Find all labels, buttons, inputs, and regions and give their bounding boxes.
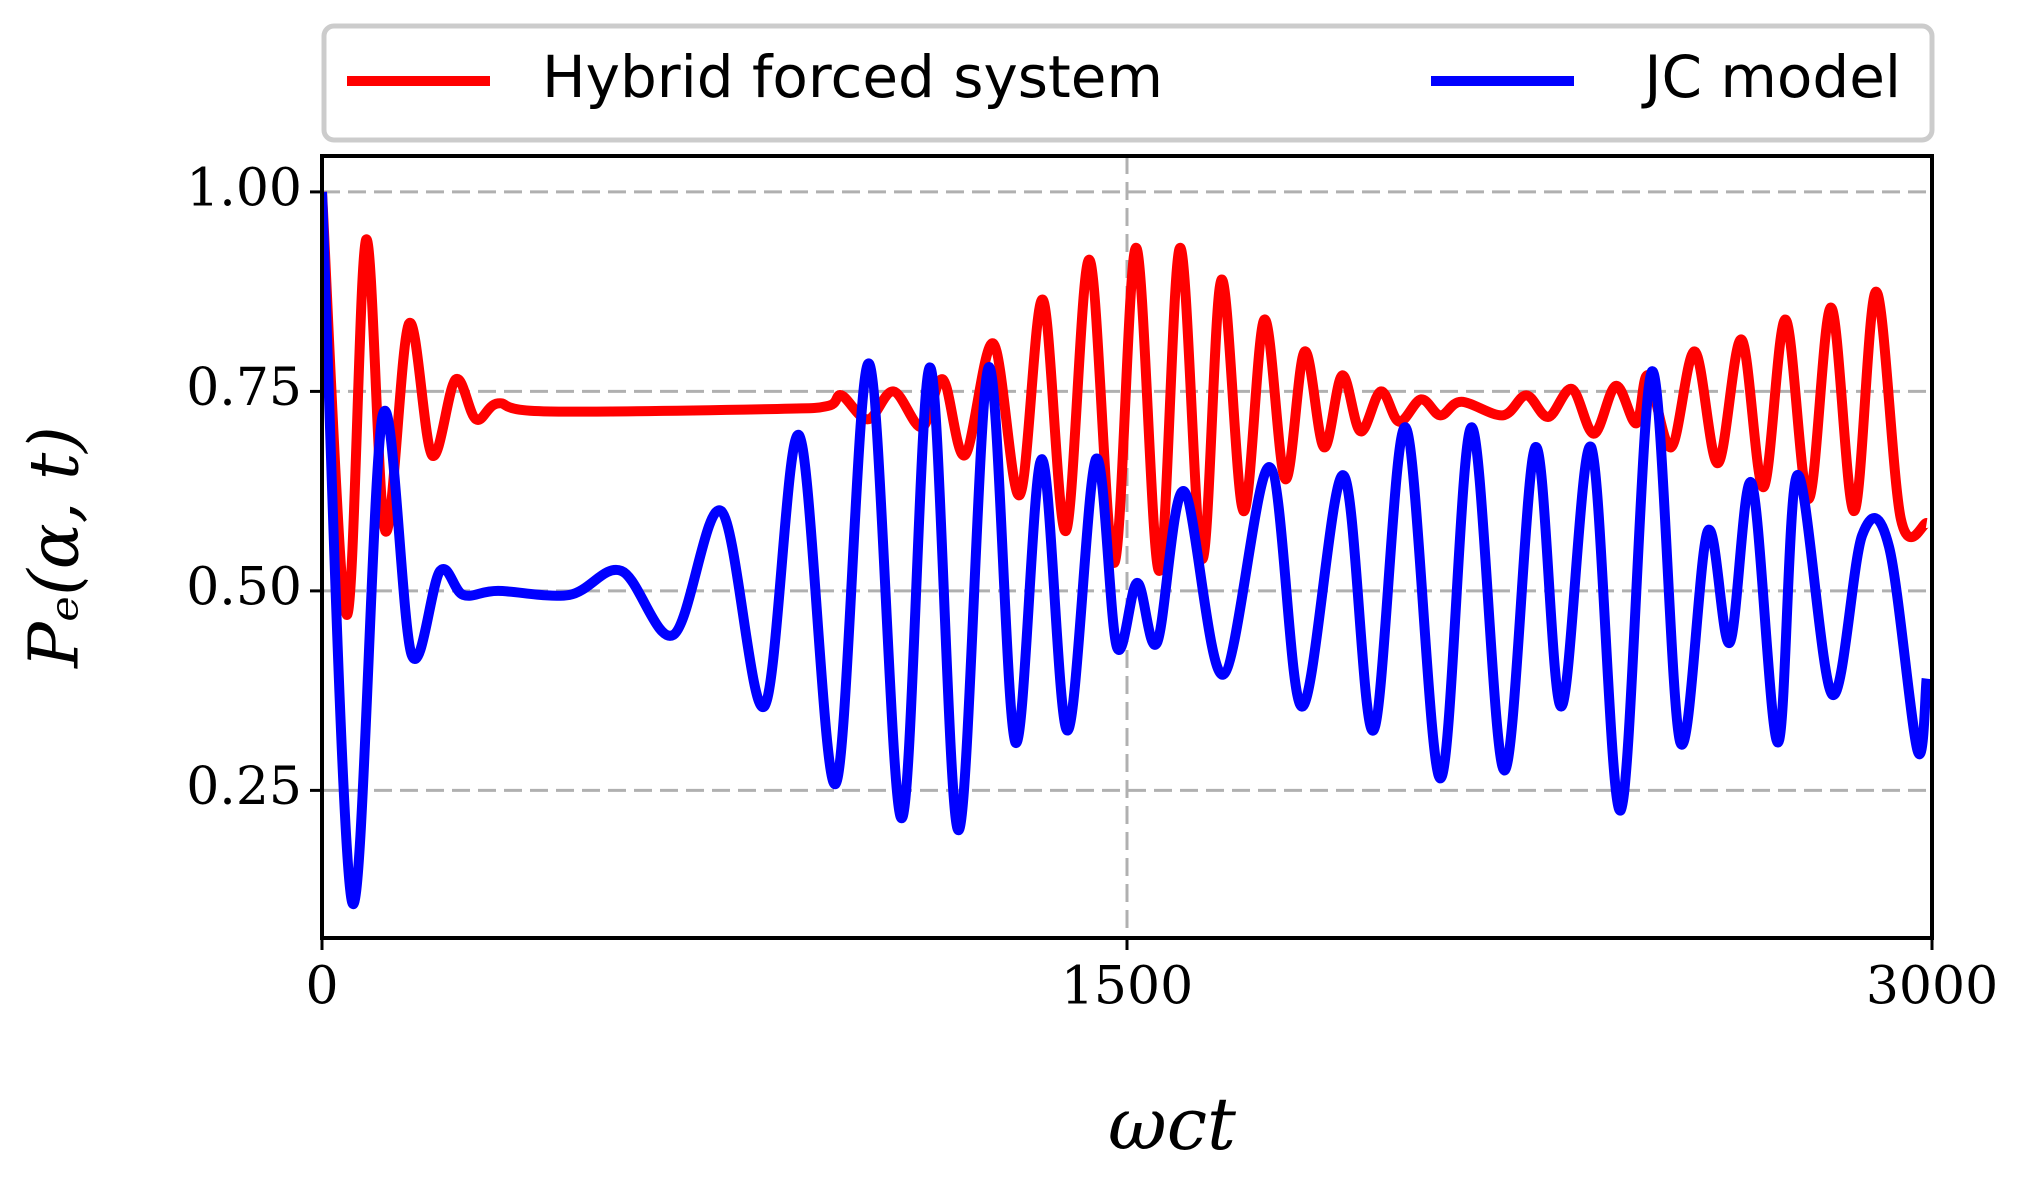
line bbox=[322, 191, 1929, 620]
y-tick-label: 0.25 bbox=[186, 757, 302, 817]
y-tick-label: 0.50 bbox=[186, 557, 302, 617]
line bbox=[322, 191, 1932, 910]
legend-label: JC model bbox=[1641, 43, 1901, 111]
y-tick-label: 0.75 bbox=[186, 358, 302, 418]
y-tick-label: 1.00 bbox=[186, 158, 302, 218]
series-group bbox=[322, 191, 1932, 910]
series-group bbox=[322, 191, 1929, 620]
x-tick-label: 3000 bbox=[1866, 957, 1998, 1017]
plot-frame bbox=[320, 154, 1934, 940]
legend-frame bbox=[321, 23, 1935, 143]
legend-label: Hybrid forced system bbox=[542, 43, 1163, 111]
x-tick-label: 1500 bbox=[1061, 957, 1193, 1017]
x-axis-label: ωct bbox=[1108, 1082, 1237, 1166]
y-axis-label: Pₑ(α, t) bbox=[16, 426, 95, 670]
x-tick-label: 0 bbox=[305, 957, 338, 1017]
